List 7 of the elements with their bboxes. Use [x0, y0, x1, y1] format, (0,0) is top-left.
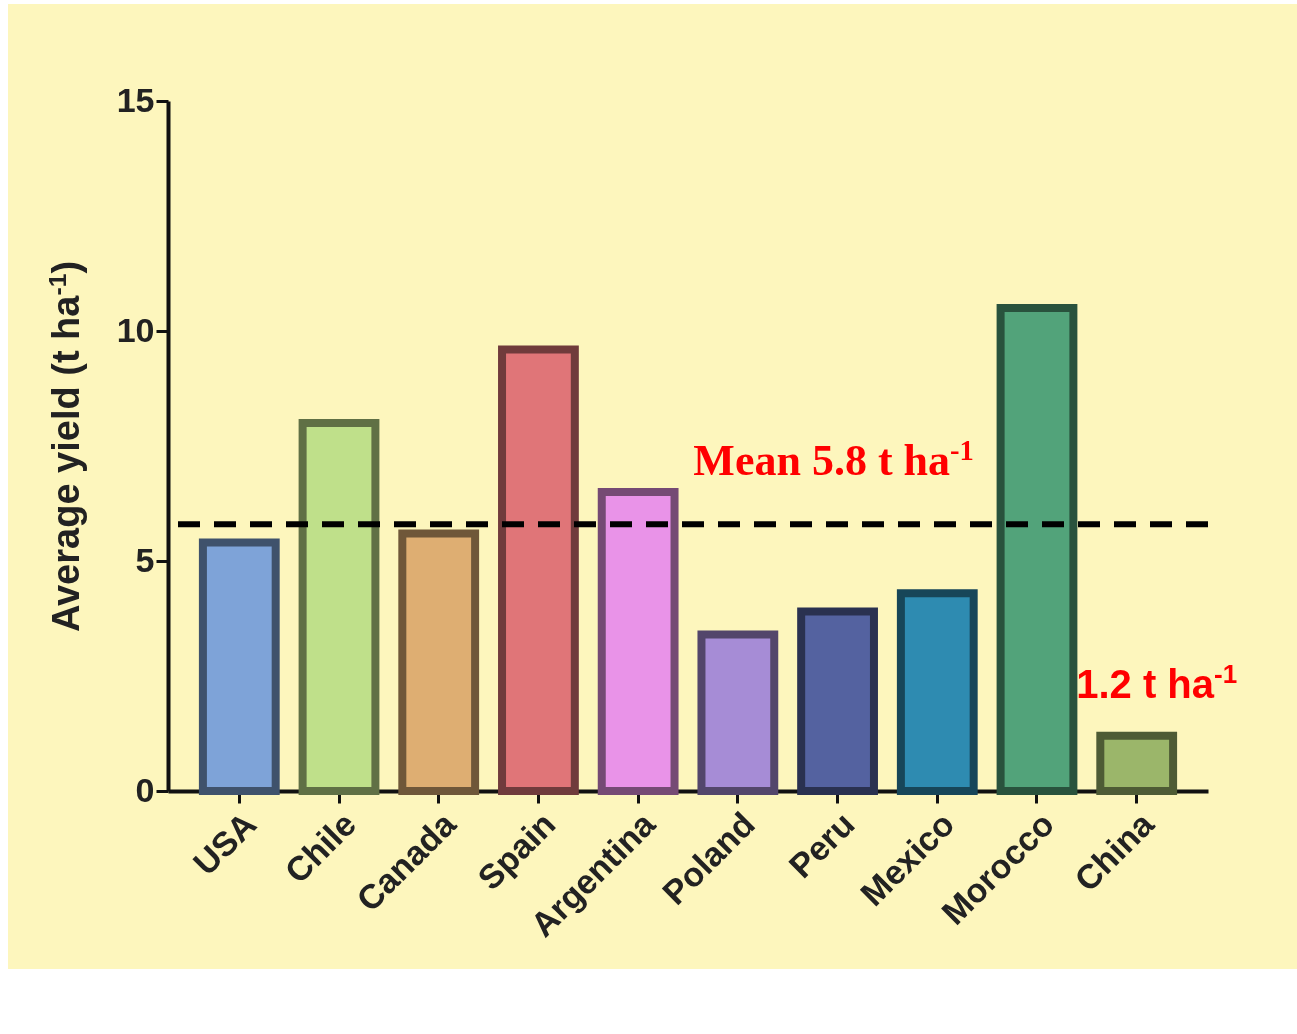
x-tick-label: USA — [185, 804, 264, 883]
y-tick-label: 10 — [116, 310, 155, 349]
y-tick-label: 5 — [135, 540, 155, 579]
y-tick-label: 15 — [116, 80, 155, 119]
ref-line-label: Mean 5.8 t ha$^{-1}$ — [693, 434, 974, 486]
data-label: 1.2 t ha$^{-1}$ — [1076, 658, 1238, 706]
y-tick-label: 0 — [135, 770, 155, 809]
